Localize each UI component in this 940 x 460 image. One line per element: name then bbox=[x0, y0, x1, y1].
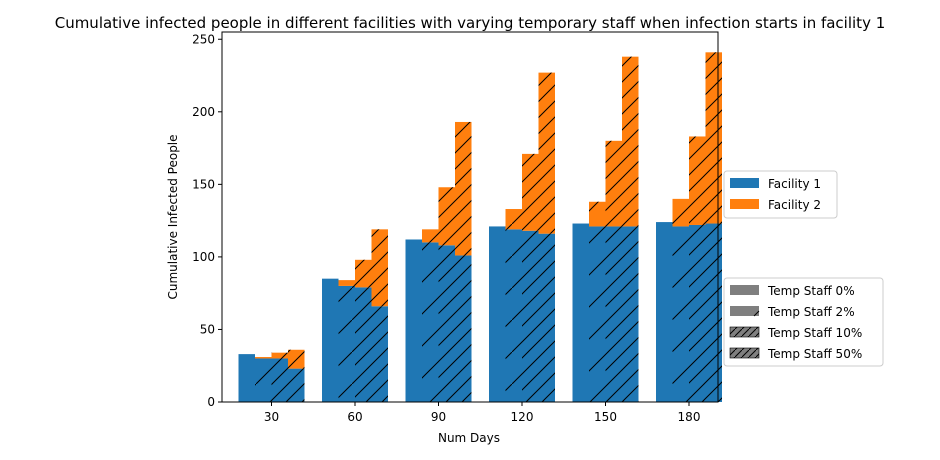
y-tick-label: 50 bbox=[200, 322, 215, 336]
legend-swatch-hatch-3 bbox=[729, 347, 760, 359]
x-axis-label: Num Days bbox=[438, 431, 500, 445]
bar-hatch-180-group3-s0 bbox=[705, 223, 722, 402]
legend-facility: Facility 1 Facility 2 bbox=[723, 170, 838, 219]
bar-hatch-30-group3-s0 bbox=[288, 368, 305, 402]
legend-swatch-facility2 bbox=[730, 199, 759, 209]
y-tick-label: 150 bbox=[192, 177, 215, 191]
bar-hatch-180-group3-s1 bbox=[705, 52, 722, 224]
legend-swatch-hatch-1 bbox=[753, 310, 760, 317]
x-tick-label: 180 bbox=[678, 410, 701, 424]
bar-hatch-30-group1-s1 bbox=[255, 357, 272, 359]
bar-hatch-60-group1-s0 bbox=[338, 285, 355, 402]
legend-label-temp-0: Temp Staff 0% bbox=[767, 284, 855, 298]
bar-hatch-150-group2-s0 bbox=[605, 226, 622, 402]
legend-temp-staff: Temp Staff 0% Temp Staff 2% Temp Staff 10%… bbox=[723, 277, 884, 367]
bar-facility1-60-group0 bbox=[322, 278, 339, 402]
bars bbox=[238, 52, 722, 402]
legend-temp-staff-box bbox=[723, 277, 884, 367]
bar-hatch-150-group1-s1 bbox=[589, 201, 606, 227]
bar-hatch-150-group1-s0 bbox=[589, 226, 606, 402]
y-tick-label: 100 bbox=[192, 250, 215, 264]
axes: 0 50 100 150 200 250 30 60 90 120 150 180 bbox=[192, 31, 719, 424]
x-tick-label: 60 bbox=[347, 410, 362, 424]
x-tick-label: 90 bbox=[431, 410, 446, 424]
legend-label-facility2: Facility 2 bbox=[768, 198, 821, 212]
bar-hatch-150-group2-s1 bbox=[605, 140, 622, 227]
bar-hatch-60-group1-s1 bbox=[338, 280, 355, 286]
y-tick-label: 200 bbox=[192, 105, 215, 119]
bar-hatch-120-group1-s1 bbox=[505, 209, 522, 230]
bar-hatch-150-group3-s0 bbox=[622, 226, 639, 402]
legend-swatch-hatch-2 bbox=[729, 326, 760, 338]
y-tick-label: 250 bbox=[192, 32, 215, 46]
bar-hatch-60-group3-s0 bbox=[371, 306, 388, 402]
y-tick-label: 0 bbox=[207, 395, 215, 409]
x-tick-label: 120 bbox=[511, 410, 534, 424]
bar-hatch-120-group3-s1 bbox=[538, 72, 555, 234]
bar-facility1-120-group0 bbox=[489, 226, 506, 402]
bar-hatch-120-group2-s1 bbox=[522, 153, 539, 231]
legend-swatch-facility1 bbox=[730, 178, 759, 188]
bar-hatch-30-group2-s1 bbox=[271, 352, 288, 359]
bar-hatch-90-group1-s0 bbox=[422, 242, 439, 402]
bar-hatch-90-group1-s1 bbox=[422, 229, 439, 243]
bar-hatch-30-group1-s0 bbox=[255, 358, 272, 402]
bar-hatch-180-group2-s1 bbox=[689, 136, 706, 225]
bar-hatch-60-group3-s1 bbox=[371, 229, 388, 307]
bar-hatch-90-group2-s0 bbox=[438, 245, 455, 402]
bar-hatch-90-group3-s1 bbox=[455, 121, 472, 256]
bar-hatch-120-group3-s0 bbox=[538, 233, 555, 402]
y-axis-label: Cumulative Infected People bbox=[166, 134, 180, 299]
bar-hatch-180-group2-s0 bbox=[689, 224, 706, 402]
legend-label-temp-2: Temp Staff 10% bbox=[767, 326, 862, 340]
legend-label-temp-3: Temp Staff 50% bbox=[767, 347, 862, 361]
bar-hatch-90-group2-s1 bbox=[438, 187, 455, 246]
plot-frame bbox=[221, 31, 719, 403]
bar-hatch-30-group3-s1 bbox=[288, 349, 305, 369]
bar-facility1-150-group0 bbox=[572, 223, 589, 402]
bar-hatch-180-group1-s1 bbox=[672, 198, 689, 227]
legend-label-temp-1: Temp Staff 2% bbox=[767, 305, 855, 319]
bar-hatch-90-group3-s0 bbox=[455, 255, 472, 402]
bar-hatch-60-group2-s1 bbox=[355, 259, 372, 288]
bar-hatch-150-group3-s1 bbox=[622, 56, 639, 227]
bar-hatch-120-group1-s0 bbox=[505, 229, 522, 402]
bar-facility1-90-group0 bbox=[405, 239, 422, 402]
chart-title: Cumulative infected people in different … bbox=[55, 14, 886, 32]
bar-facility1-30-group0 bbox=[238, 354, 255, 402]
x-tick-label: 150 bbox=[594, 410, 617, 424]
legend-label-facility1: Facility 1 bbox=[768, 177, 821, 191]
bar-hatch-30-group2-s0 bbox=[271, 358, 288, 402]
legend-swatch-temp-0 bbox=[730, 285, 759, 295]
bar-hatch-180-group1-s0 bbox=[672, 226, 689, 402]
bar-hatch-120-group2-s0 bbox=[522, 230, 539, 402]
bar-hatch-60-group2-s0 bbox=[355, 287, 372, 402]
x-tick-label: 30 bbox=[264, 410, 279, 424]
bar-facility1-180-group0 bbox=[656, 222, 673, 402]
legend-swatch-temp-1 bbox=[730, 306, 759, 316]
